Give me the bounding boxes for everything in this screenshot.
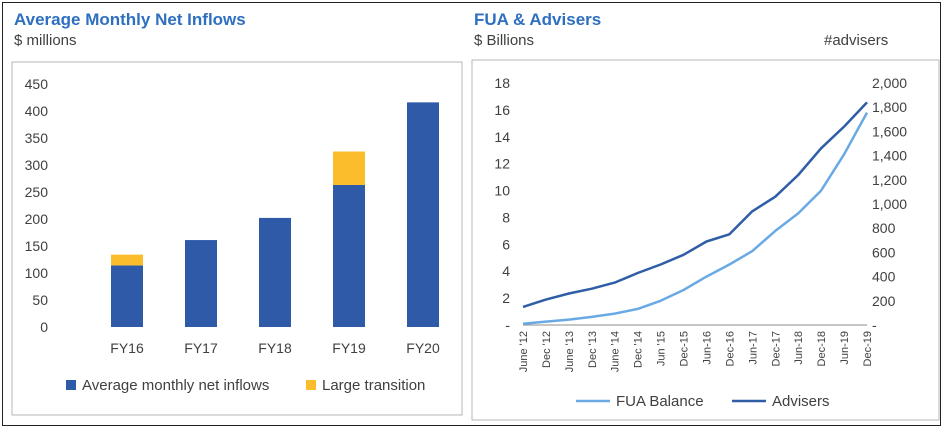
y-tick-label: 400 (25, 103, 49, 119)
advisers-line (522, 101, 868, 309)
line-chart-panel (471, 59, 940, 421)
right-chart-title: FUA & Advisers (474, 10, 602, 29)
legend-swatch (306, 380, 316, 390)
bar-net-inflows (111, 265, 143, 327)
x-tick-label: June '14 (610, 331, 622, 372)
legend-label: Advisers (772, 393, 830, 410)
x-tick-label: Jun-19 (839, 331, 851, 365)
fua-advisers-line-chart: - 2 4 6 8 10 12 14 16 18 - 200 400 600 800 1,000 1,200 1,… (471, 59, 940, 421)
legend-swatch (66, 380, 76, 390)
x-tick-label: Jun-18 (793, 331, 805, 365)
x-tick-label: Jun-17 (747, 331, 759, 365)
x-tick-label: Dec-17 (770, 331, 782, 366)
y-tick-label: 450 (25, 76, 49, 92)
y-left-tick-label: 18 (494, 75, 510, 91)
x-tick-label: FY18 (258, 340, 292, 356)
y-left-tick-label: 16 (494, 102, 510, 118)
fua-balance-line (522, 111, 869, 325)
x-tick-label: FY19 (332, 340, 366, 356)
y-tick-label: 0 (40, 319, 48, 335)
x-tick-label: Dec-19 (862, 331, 874, 366)
x-tick-label: Dec-18 (816, 331, 828, 366)
y-left-tick-label: 10 (494, 183, 510, 199)
left-chart-title: Average Monthly Net Inflows (14, 10, 246, 29)
y-left-tick-label: 12 (494, 156, 510, 172)
legend-label: FUA Balance (616, 393, 704, 410)
x-tick-label: Dec-16 (724, 331, 736, 366)
inflows-bar-chart: 0 50 100 150 200 250 300 350 400 450 FY16 FY17 FY18 F… (11, 61, 463, 416)
x-tick-label: Jun '15 (656, 331, 668, 366)
x-tick-label: Dec '12 (541, 331, 553, 368)
bar-chart-panel (11, 61, 463, 416)
y-left-tick-label: - (505, 317, 510, 333)
y-right-tick-label: 800 (872, 220, 896, 236)
y-right-tick-label: 200 (872, 293, 896, 309)
bar-net-inflows (259, 217, 291, 327)
y-tick-label: 300 (25, 157, 49, 173)
bar-net-inflows (407, 102, 439, 327)
x-tick-label: June '12 (518, 331, 530, 372)
y-right-tick-label: 600 (872, 244, 896, 260)
legend-label: Large transition (322, 377, 425, 394)
y-left-tick-label: 2 (502, 290, 510, 306)
bar-net-inflows (185, 240, 217, 327)
x-tick-label: Dec '14 (633, 331, 645, 368)
y-tick-label: 200 (25, 211, 49, 227)
y-tick-label: 350 (25, 130, 49, 146)
y-tick-label: 150 (25, 238, 49, 254)
bar-large-transition (111, 254, 143, 266)
y-right-tick-label: 1,800 (872, 99, 907, 115)
y-left-tick-label: 6 (502, 236, 510, 252)
bar-net-inflows (333, 184, 365, 327)
left-chart-subtitle: $ millions (14, 32, 77, 49)
x-tick-label: FY20 (406, 340, 440, 356)
y-right-tick-label: 400 (872, 269, 896, 285)
x-tick-label: Dec '13 (587, 331, 599, 368)
y-right-tick-label: 1,000 (872, 196, 907, 212)
right-chart-subtitle-left: $ Billions (474, 32, 535, 49)
y-left-tick-label: 4 (502, 263, 510, 279)
y-right-tick-label: 1,200 (872, 172, 907, 188)
y-right-tick-label: 2,000 (872, 75, 907, 91)
right-chart-subtitle-right: #advisers (824, 32, 889, 49)
x-tick-label: FY17 (184, 340, 218, 356)
y-right-tick-label: 1,600 (872, 123, 907, 139)
x-tick-label: June '13 (564, 331, 576, 372)
y-right-tick-label: - (872, 317, 877, 333)
y-left-tick-label: 8 (502, 209, 510, 225)
x-tick-label: Dec-15 (679, 331, 691, 366)
y-right-tick-label: 1,400 (872, 148, 907, 164)
y-tick-label: 250 (25, 184, 49, 200)
bar-large-transition (333, 151, 365, 185)
x-tick-label: FY16 (110, 340, 144, 356)
legend-label: Average monthly net inflows (82, 377, 269, 394)
y-tick-label: 100 (25, 265, 49, 281)
x-tick-label: Jun-16 (701, 331, 713, 365)
y-tick-label: 50 (32, 292, 48, 308)
y-left-tick-label: 14 (494, 129, 510, 145)
